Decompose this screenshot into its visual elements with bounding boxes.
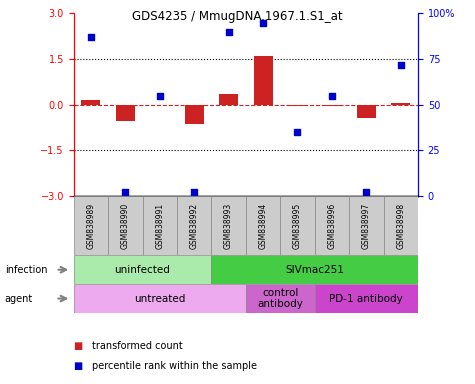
Bar <box>280 196 314 255</box>
Bar <box>185 104 204 124</box>
Point <box>225 29 232 35</box>
Bar <box>211 196 246 255</box>
Bar <box>211 255 418 284</box>
Bar <box>74 196 108 255</box>
Text: transformed count: transformed count <box>92 341 182 351</box>
Bar <box>246 284 314 313</box>
Bar <box>288 104 307 106</box>
Point <box>328 93 336 99</box>
Point <box>122 189 129 195</box>
Text: GSM838996: GSM838996 <box>327 202 336 249</box>
Text: GSM838995: GSM838995 <box>293 202 302 249</box>
Bar <box>74 255 211 284</box>
Text: ■: ■ <box>74 341 83 351</box>
Bar <box>81 100 100 104</box>
Point <box>362 189 370 195</box>
Text: GSM838998: GSM838998 <box>396 202 405 249</box>
Text: percentile rank within the sample: percentile rank within the sample <box>92 361 256 371</box>
Text: GDS4235 / MmugDNA.1967.1.S1_at: GDS4235 / MmugDNA.1967.1.S1_at <box>132 10 343 23</box>
Text: PD-1 antibody: PD-1 antibody <box>330 293 403 304</box>
Bar <box>323 104 342 106</box>
Point <box>87 34 95 40</box>
Text: GSM838997: GSM838997 <box>362 202 371 249</box>
Bar <box>116 104 135 121</box>
Bar <box>246 196 280 255</box>
Text: agent: agent <box>5 293 33 304</box>
Bar <box>254 56 273 104</box>
Point <box>259 20 267 26</box>
Text: ■: ■ <box>74 361 83 371</box>
Bar <box>219 94 238 104</box>
Text: GSM838990: GSM838990 <box>121 202 130 249</box>
Text: GSM838993: GSM838993 <box>224 202 233 249</box>
Text: uninfected: uninfected <box>114 265 171 275</box>
Bar <box>384 196 418 255</box>
Bar <box>142 196 177 255</box>
Text: control
antibody: control antibody <box>257 288 303 310</box>
Bar <box>314 196 349 255</box>
Text: SIVmac251: SIVmac251 <box>285 265 344 275</box>
Bar <box>74 284 246 313</box>
Text: infection: infection <box>5 265 47 275</box>
Point <box>190 189 198 195</box>
Point <box>156 93 163 99</box>
Bar <box>108 196 142 255</box>
Text: GSM838994: GSM838994 <box>258 202 267 249</box>
Bar <box>314 284 418 313</box>
Bar <box>177 196 211 255</box>
Point <box>397 61 405 68</box>
Point <box>294 129 301 135</box>
Text: GSM838989: GSM838989 <box>86 202 95 249</box>
Text: GSM838991: GSM838991 <box>155 202 164 249</box>
Bar <box>349 196 384 255</box>
Bar <box>391 103 410 104</box>
Text: GSM838992: GSM838992 <box>190 202 199 249</box>
Text: untreated: untreated <box>134 293 185 304</box>
Bar <box>357 104 376 118</box>
